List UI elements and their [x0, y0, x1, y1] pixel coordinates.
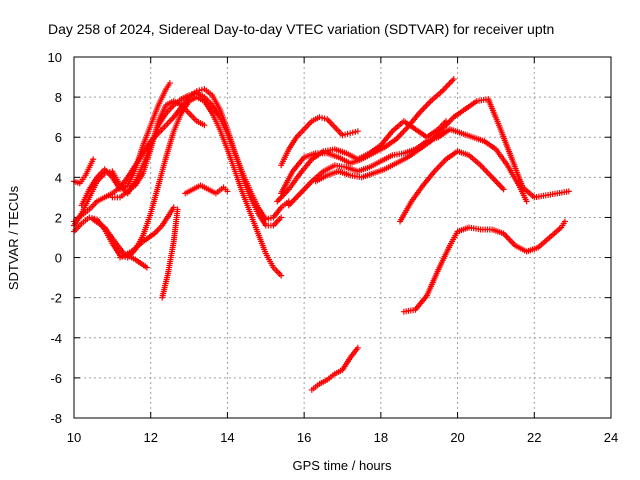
- data-point: [201, 122, 208, 129]
- chart-title: Day 258 of 2024, Sidereal Day-to-day VTE…: [48, 21, 554, 37]
- x-axis-label: GPS time / hours: [293, 458, 392, 473]
- x-tick-label: 24: [604, 430, 618, 445]
- data-point: [278, 214, 285, 221]
- series-track-7: [90, 216, 150, 271]
- x-tick-label: 18: [374, 430, 388, 445]
- y-tick-label: 2: [55, 210, 62, 225]
- x-tick-label: 10: [67, 430, 81, 445]
- data-point: [143, 264, 150, 271]
- series-track-15: [312, 96, 572, 201]
- y-axis-label: SDTVAR / TECUs: [6, 185, 21, 290]
- data-point: [565, 188, 572, 195]
- data-point: [523, 198, 530, 205]
- series-track-14: [285, 126, 530, 209]
- series-track-13: [274, 118, 450, 205]
- x-tick-label: 14: [220, 430, 234, 445]
- series-track-9: [159, 206, 181, 301]
- data-point: [354, 128, 361, 135]
- data-point: [450, 76, 457, 83]
- y-tick-label: 0: [55, 251, 62, 266]
- x-tick-label: 20: [450, 430, 464, 445]
- series-track-8: [117, 204, 177, 261]
- y-tick-label: 4: [55, 170, 62, 185]
- series-track-18: [308, 344, 361, 393]
- series-track-6: [109, 98, 208, 201]
- series-track-5: [78, 80, 173, 209]
- y-tick-label: -4: [50, 331, 62, 346]
- x-tick-label: 12: [143, 430, 157, 445]
- data-point: [166, 80, 173, 87]
- series-track-11: [278, 114, 361, 169]
- data-point: [278, 272, 285, 279]
- data-point: [170, 204, 177, 211]
- data-point: [354, 344, 361, 351]
- data-point: [224, 188, 231, 195]
- series-track-2: [71, 94, 285, 279]
- series-track-17: [400, 218, 568, 315]
- y-tick-label: 6: [55, 130, 62, 145]
- y-tick-label: -8: [50, 411, 62, 426]
- data-point: [174, 206, 181, 213]
- x-tick-label: 16: [297, 430, 311, 445]
- y-tick-label: 10: [48, 50, 62, 65]
- y-tick-label: -6: [50, 371, 62, 386]
- data-points: [71, 76, 572, 393]
- plot-area-frame: [73, 56, 612, 419]
- y-tick-label: -2: [50, 291, 62, 306]
- data-point: [561, 218, 568, 225]
- x-tick-label: 22: [527, 430, 541, 445]
- data-point: [90, 156, 97, 163]
- series-track-12: [278, 76, 457, 197]
- series-track-10: [182, 182, 231, 197]
- y-tick-label: 8: [55, 90, 62, 105]
- data-point: [500, 186, 507, 193]
- series-track-16: [397, 148, 507, 225]
